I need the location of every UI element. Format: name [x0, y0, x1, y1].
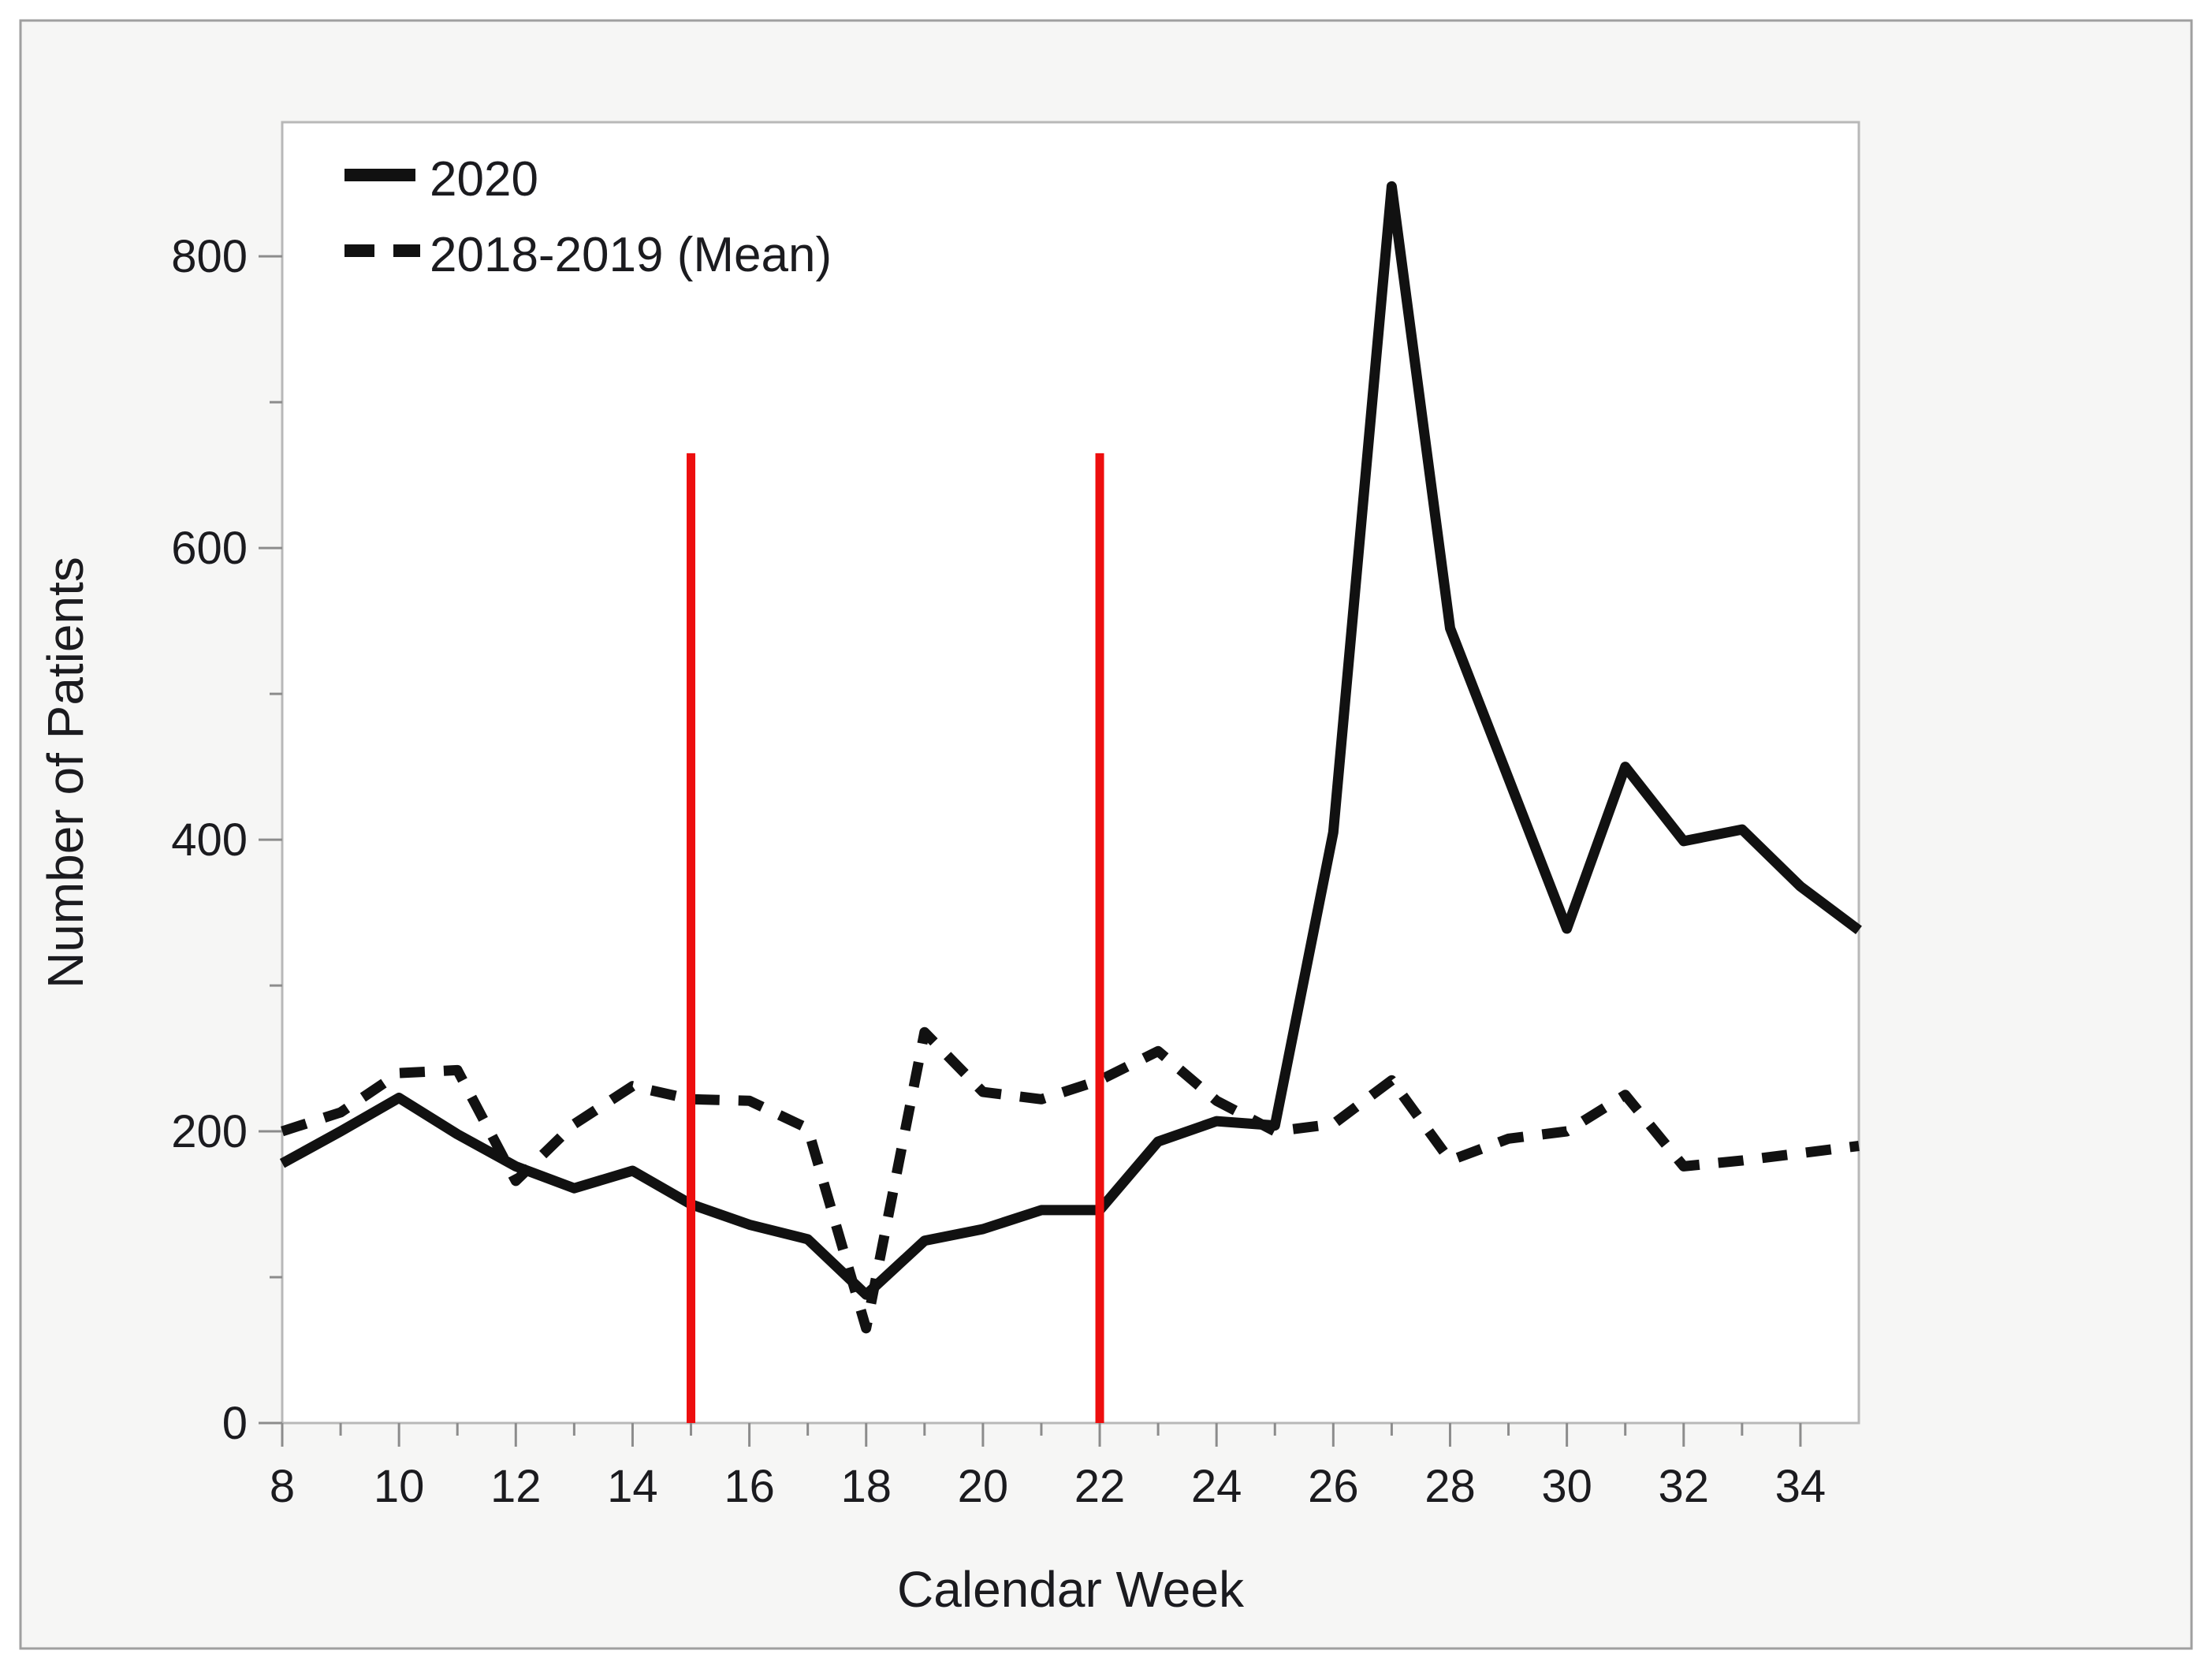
- x-axis-tick-label: 22: [1074, 1461, 1126, 1512]
- x-axis-tick-label: 28: [1424, 1461, 1476, 1512]
- x-axis-tick-label: 30: [1541, 1461, 1592, 1512]
- y-axis-tick-label: 600: [171, 523, 248, 574]
- y-axis-tick-label: 400: [171, 814, 248, 866]
- x-axis-tick-label: 32: [1659, 1461, 1710, 1512]
- x-axis-tick-label: 12: [490, 1461, 542, 1512]
- series-line-2020: [279, 181, 1862, 1300]
- legend-item-mean: 2018-2019 (Mean): [344, 228, 832, 282]
- legend-item-2020: 2020: [344, 152, 538, 207]
- x-axis-title: Calendar Week: [897, 1561, 1245, 1618]
- legend-label-mean: 2018-2019 (Mean): [430, 228, 832, 282]
- x-axis-tick-label: 16: [724, 1461, 775, 1512]
- series-line-mean-2018-2019: [280, 1026, 1860, 1334]
- chart-static-layer: Calendar Week Number of Patients 2020 20…: [37, 152, 1245, 1618]
- x-axis-tick-label: 14: [607, 1461, 658, 1512]
- y-axis-tick-label: 0: [222, 1398, 248, 1449]
- x-axis-tick-label: 20: [958, 1461, 1009, 1512]
- x-axis-tick-label: 8: [270, 1461, 295, 1512]
- y-axis-tick-label: 800: [171, 231, 248, 282]
- y-axis-tick-label: 200: [171, 1106, 248, 1157]
- legend: 2020 2018-2019 (Mean): [344, 152, 832, 282]
- legend-label-2020: 2020: [430, 152, 538, 207]
- x-axis-tick-label: 18: [840, 1461, 892, 1512]
- x-axis-tick-label: 26: [1308, 1461, 1359, 1512]
- x-axis-tick-label: 24: [1191, 1461, 1242, 1512]
- x-axis-tick-label: 34: [1775, 1461, 1827, 1512]
- x-axis-tick-label: 10: [374, 1461, 425, 1512]
- y-axis-title: Number of Patients: [37, 557, 94, 989]
- chart-generated-layer: 0 200 400 600 800 8 10 12 14 16 18 20 22 24 26 28 30 32 34: [19, 19, 2193, 1650]
